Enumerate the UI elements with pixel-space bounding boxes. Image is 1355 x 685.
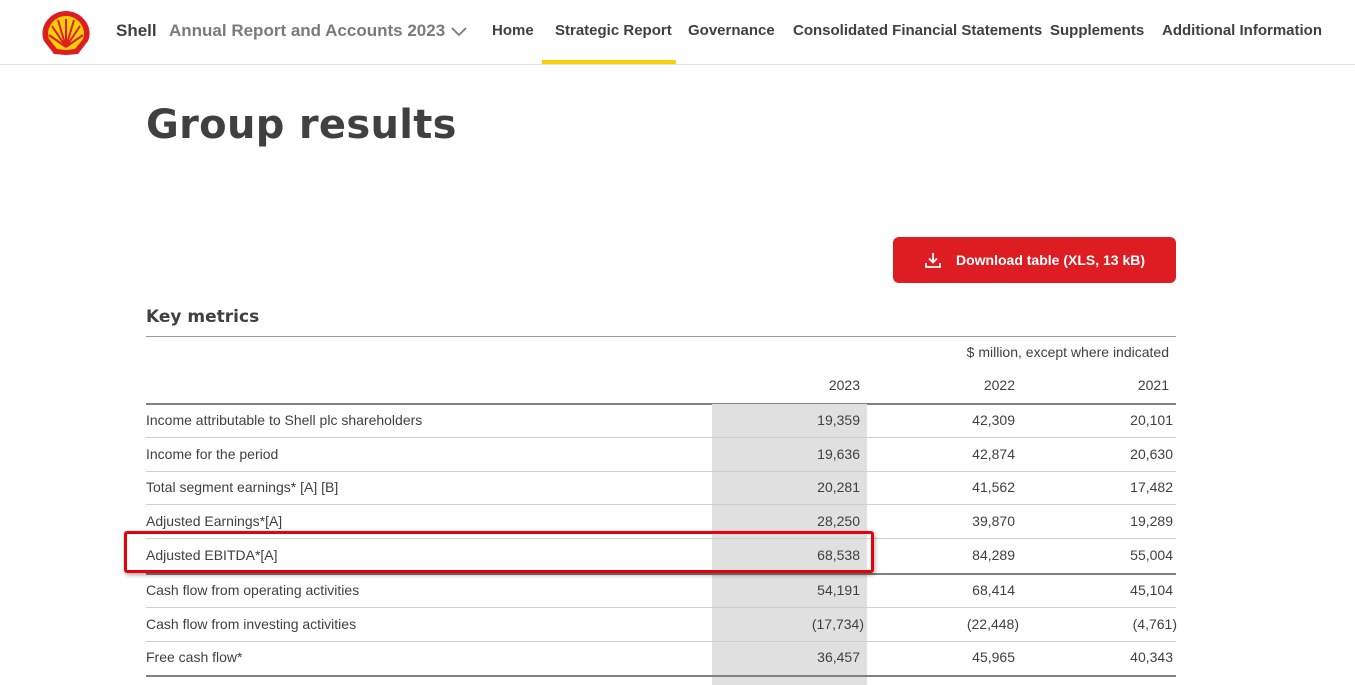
table-top-rule [146,336,1176,337]
cell-2022: 45,965 [972,649,1015,665]
cell-2021: 20,101 [1130,412,1173,428]
brand-name[interactable]: Shell [116,21,157,40]
download-icon [925,253,941,268]
column-header-2023: 2023 [828,377,860,393]
cell-2023: 36,457 [817,649,860,665]
row-divider [146,437,1176,438]
nav-consolidated-financial-statements[interactable]: Consolidated Financial Statements [793,22,1043,39]
cell-2022: 84,289 [972,547,1015,563]
cell-2021: 40,343 [1130,649,1173,665]
table-row: Income attributable to Shell plc shareho… [146,404,1176,437]
row-label: Income attributable to Shell plc shareho… [146,412,423,428]
cell-2023: 28,250 [817,513,860,529]
cell-2022: (22,448) [966,616,1019,632]
table-title: Key metrics [146,307,260,327]
table-row: Free cash flow* 36,457 45,965 40,343 [146,641,1176,674]
nav-governance[interactable]: Governance [688,22,775,39]
cell-2021: 17,482 [1130,479,1173,495]
current-year-column-shade [712,404,867,685]
cell-2021: (4,761) [1132,616,1177,632]
row-label: Cash flow from investing activities [146,616,357,632]
download-table-button[interactable]: Download table (XLS, 13 kB) [893,237,1176,283]
nav-additional-information[interactable]: Additional Information [1162,22,1322,39]
table-row: Total segment earnings* [A] [B] 20,281 4… [146,471,1176,504]
row-divider [146,573,1176,575]
cell-2023: 68,538 [817,547,860,563]
cell-2021: 19,289 [1130,513,1173,529]
cell-2022: 39,870 [972,513,1015,529]
shell-logo-icon[interactable] [40,9,92,57]
header-rule [146,403,1176,405]
cell-2022: 42,874 [972,446,1015,462]
row-label: Adjusted EBITDA*[A] [146,547,278,563]
nav-strategic-report[interactable]: Strategic Report [555,22,672,39]
cell-2022: 41,562 [972,479,1015,495]
table-row-highlighted: Adjusted EBITDA*[A] 68,538 84,289 55,004 [146,539,1176,572]
table-row: Income for the period 19,636 42,874 20,6… [146,438,1176,471]
cell-2022: 42,309 [972,412,1015,428]
table-row: Adjusted Earnings*[A] 28,250 39,870 19,2… [146,505,1176,538]
cell-2023: (17,734) [811,616,864,632]
page-title: Group results [146,102,457,148]
row-label: Cash flow from operating activities [146,582,360,598]
row-divider [146,471,1176,472]
table-row: Cash flow from investing activities (17,… [146,608,1177,641]
report-selector[interactable]: Annual Report and Accounts 2023 [169,21,467,41]
nav-home[interactable]: Home [492,22,534,39]
row-label: Total segment earnings* [A] [B] [146,479,339,495]
report-title-label: Annual Report and Accounts 2023 [169,21,446,40]
row-divider [146,504,1176,505]
cell-2022: 68,414 [972,582,1015,598]
table-bottom-rule [146,675,1176,677]
unit-note: $ million, except where indicated [966,344,1169,360]
top-header: Shell Annual Report and Accounts 2023 Ho… [0,0,1355,65]
row-label: Adjusted Earnings*[A] [146,513,283,529]
highlight-box [124,531,874,573]
row-divider [146,538,1176,539]
column-header-2021: 2021 [1137,377,1169,393]
chevron-down-icon [451,27,467,37]
column-header-2022: 2022 [983,377,1015,393]
cell-2021: 45,104 [1130,582,1173,598]
cell-2023: 19,359 [817,412,860,428]
cell-2023: 20,281 [817,479,860,495]
row-label: Free cash flow* [146,649,243,665]
cell-2021: 20,630 [1130,446,1173,462]
cell-2023: 54,191 [817,582,860,598]
cell-2021: 55,004 [1130,547,1173,563]
row-label: Income for the period [146,446,279,462]
active-nav-indicator [542,60,676,64]
nav-supplements[interactable]: Supplements [1050,22,1145,39]
table-row: Cash flow from operating activities 54,1… [146,574,1176,607]
row-divider [146,607,1176,608]
cell-2023: 19,636 [817,446,860,462]
download-button-label: Download table (XLS, 13 kB) [955,252,1146,268]
row-divider [146,641,1176,642]
